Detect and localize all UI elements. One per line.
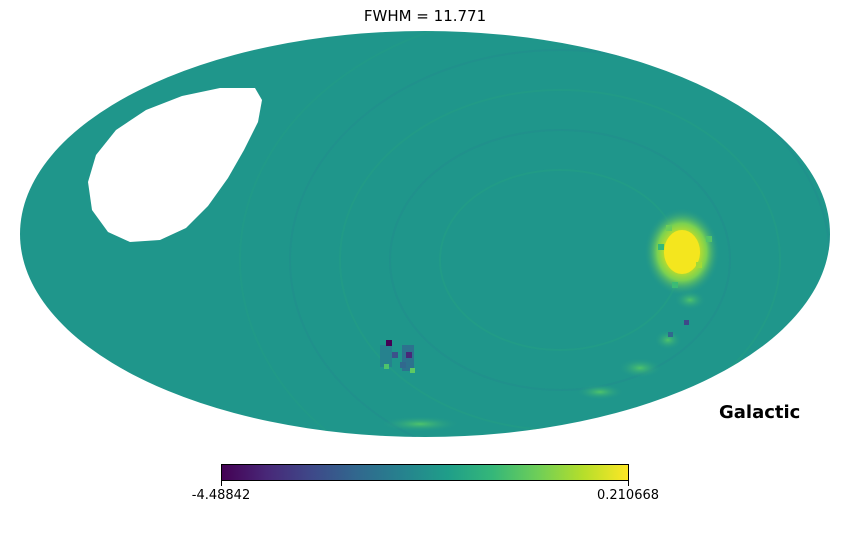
coordinate-system-label: Galactic: [719, 402, 800, 423]
hot-spot: [644, 208, 720, 296]
colorbar-tick-min: [221, 481, 222, 486]
colorbar: [221, 464, 629, 481]
colorbar-max-label: 0.210668: [597, 488, 659, 503]
colorbar-min-label: -4.48842: [192, 488, 250, 503]
colorbar-tick-max: [628, 481, 629, 486]
